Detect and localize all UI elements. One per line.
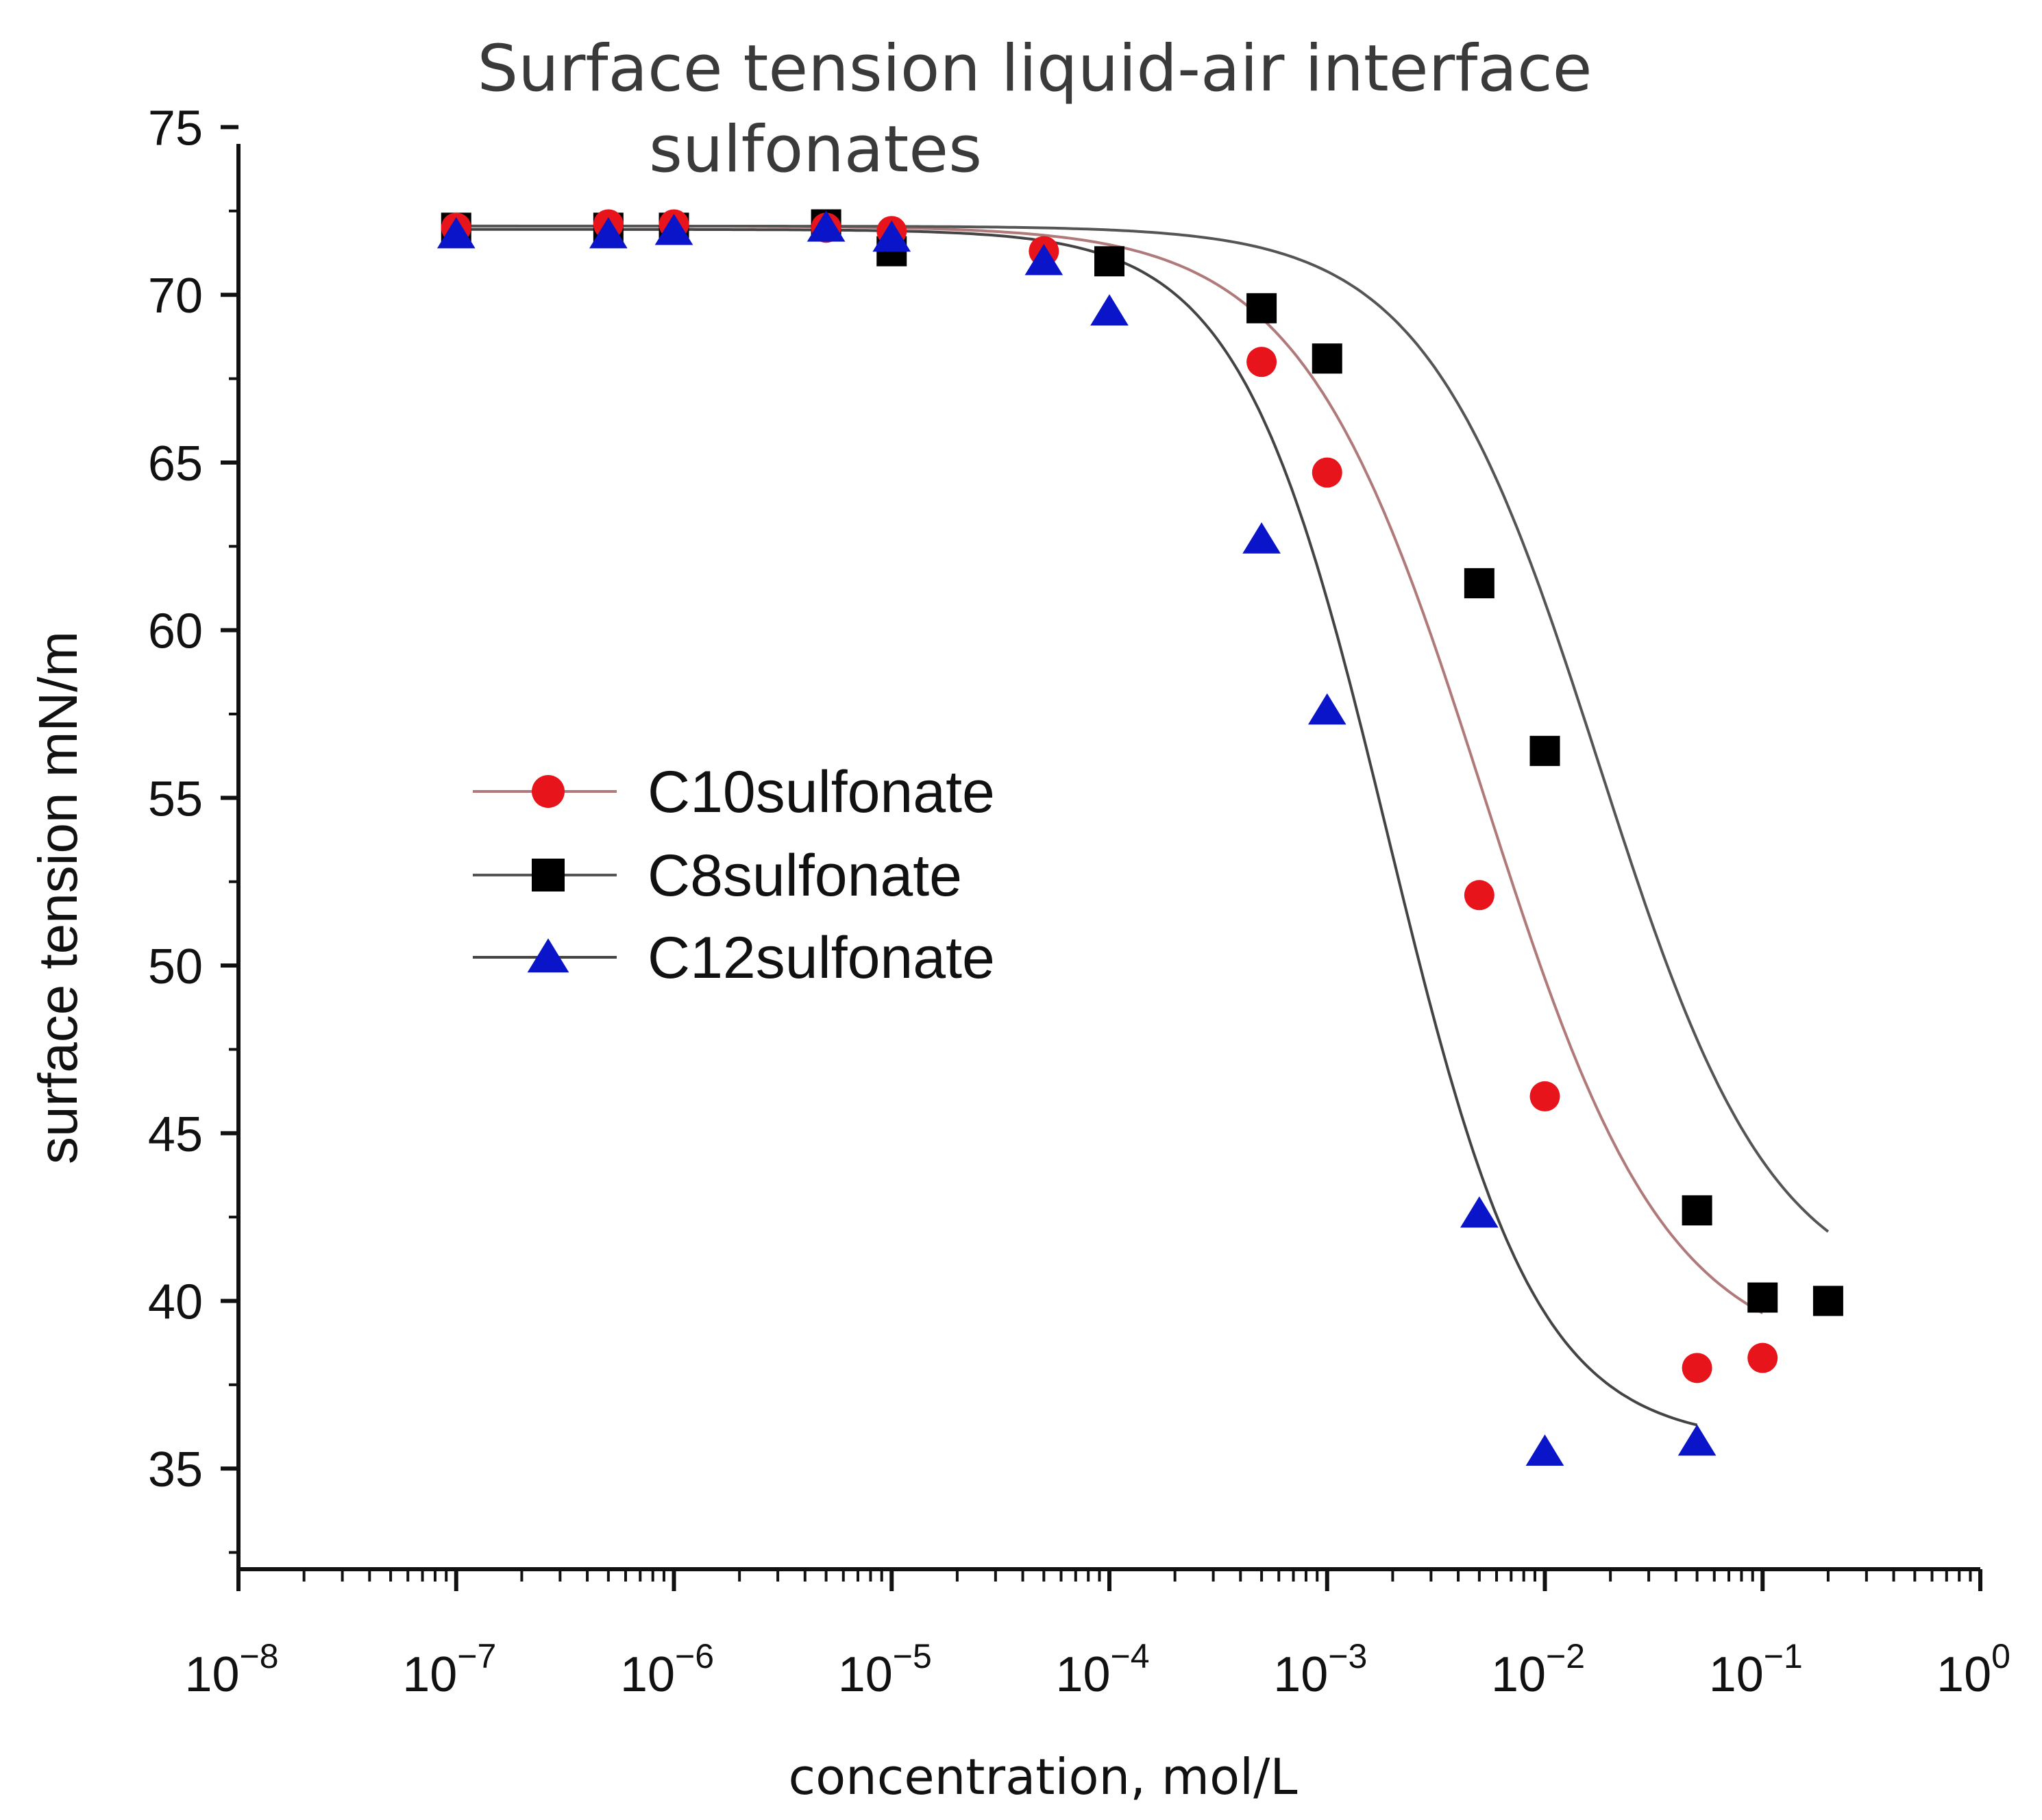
point-C12sulfonate (654, 213, 693, 245)
point-C10sulfonate (1464, 880, 1494, 911)
point-C12sulfonate (1090, 294, 1129, 325)
point-C12sulfonate (1677, 1424, 1717, 1456)
point-C12sulfonate (1525, 1434, 1564, 1466)
y-tick-label: 65 (148, 436, 203, 491)
y-tick-label: 40 (148, 1275, 203, 1329)
point-C10sulfonate (1682, 1353, 1712, 1384)
point-C8sulfonate (1812, 1286, 1843, 1316)
legend-label-C12sulfonate: C12sulfonate (648, 925, 995, 991)
chart-title: Surface tension liquid-air interface (478, 32, 1592, 106)
y-tick-label: 75 (148, 101, 203, 156)
x-tick-label: 10−8 (184, 1637, 278, 1702)
point-C8sulfonate (1312, 343, 1342, 374)
x-axis-label: concentration, mol/L (789, 1748, 1298, 1806)
point-C12sulfonate (1242, 522, 1281, 554)
y-tick-label: 35 (148, 1442, 203, 1497)
point-C10sulfonate (1312, 457, 1342, 488)
legend: C10sulfonate C8sulfonate C12sulfonate (473, 759, 995, 991)
point-C10sulfonate (1529, 1081, 1560, 1111)
point-C10sulfonate (1246, 347, 1277, 378)
x-tick-label: 10−4 (1055, 1637, 1149, 1702)
legend-marker-C10sulfonate (532, 775, 565, 808)
point-C8sulfonate (1246, 293, 1277, 323)
point-C8sulfonate (1529, 735, 1560, 766)
y-axis-label: surface tension mN/m (27, 631, 88, 1164)
point-C12sulfonate (436, 217, 476, 249)
y-tick-label: 45 (148, 1107, 203, 1162)
y-tick-label: 70 (148, 269, 203, 323)
data-points (436, 209, 1843, 1466)
legend-label-C10sulfonate: C10sulfonate (648, 759, 995, 825)
point-C12sulfonate (872, 220, 911, 252)
legend-marker-C12sulfonate (527, 938, 569, 973)
x-tick-label: 10−7 (402, 1637, 496, 1702)
legend-marker-C8sulfonate (532, 859, 565, 891)
point-C12sulfonate (1460, 1196, 1499, 1228)
point-C8sulfonate (1747, 1282, 1778, 1313)
axes: 35 40 45 50 55 60 65 70 75 10−8 10−7 10−6 10−5 10−4 10… (148, 101, 2010, 1702)
legend-label-C8sulfonate: C8sulfonate (648, 843, 962, 909)
point-C12sulfonate (807, 210, 846, 242)
point-C12sulfonate (1307, 693, 1346, 725)
y-tick-label: 60 (148, 604, 203, 659)
x-tick-label: 10−1 (1709, 1637, 1803, 1702)
point-C8sulfonate (1094, 246, 1124, 277)
fit-curve-C8sulfonate (456, 224, 1830, 1233)
x-tick-label: 100 (1936, 1637, 2010, 1702)
x-tick-label: 10−3 (1273, 1637, 1367, 1702)
fit-curves (456, 224, 1830, 1427)
point-C12sulfonate (589, 217, 628, 249)
point-C8sulfonate (1464, 568, 1494, 599)
fit-curve-C12sulfonate (456, 228, 1698, 1427)
x-tick-label: 10−2 (1491, 1637, 1585, 1702)
x-tick-label: 10−6 (620, 1637, 714, 1702)
point-C8sulfonate (1682, 1195, 1712, 1226)
point-C12sulfonate (1024, 243, 1063, 275)
y-tick-label: 50 (148, 939, 203, 994)
point-C10sulfonate (1747, 1342, 1778, 1373)
y-tick-label: 55 (148, 772, 203, 826)
chart-subtitle: sulfonates (649, 112, 982, 187)
x-tick-label: 10−5 (838, 1637, 932, 1702)
